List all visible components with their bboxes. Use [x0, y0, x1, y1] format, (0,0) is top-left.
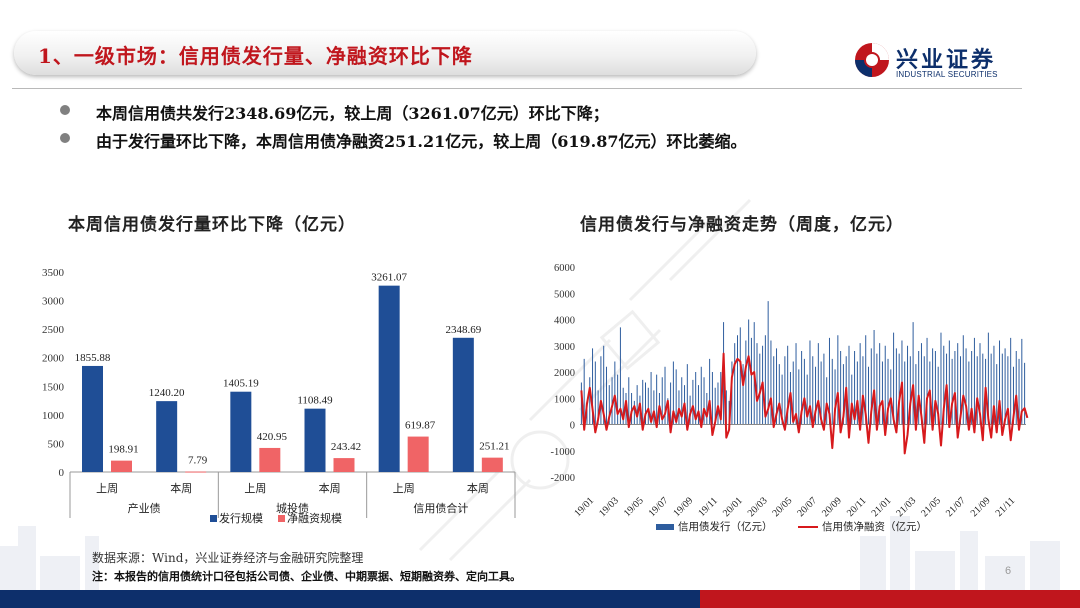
bar-value-label: 420.95 — [257, 431, 288, 443]
legend-swatch-issuance — [656, 524, 674, 530]
net-financing-bar — [407, 436, 429, 472]
x-tick-label: 20/05 — [771, 495, 795, 519]
bar-value-label: 3261.07 — [371, 272, 407, 284]
bar-value-label: 243.42 — [331, 441, 361, 453]
x-tick-label: 19/11 — [696, 495, 720, 519]
legend-label: 发行规模 — [219, 511, 263, 525]
group-label: 产业债 — [128, 501, 161, 515]
x-tick-label: 19/03 — [597, 495, 621, 519]
x-tick-label: 21/09 — [969, 495, 993, 519]
y-tick-label: 6000 — [554, 263, 575, 274]
bar-value-label: 1108.49 — [297, 395, 333, 407]
y-tick-label: 5000 — [554, 289, 575, 300]
bullet-dot-icon — [60, 133, 70, 143]
bar-value-label: 1855.88 — [75, 352, 111, 364]
weekly-issuance-bar-chart: 0 500 1000 1500 2000 2500 3000 3500 1855.88 198.9… — [42, 267, 516, 525]
issuance-bar — [156, 401, 178, 472]
x-category-label: 本周 — [467, 481, 489, 495]
y-tick-label: 2000 — [554, 368, 575, 379]
x-category-label: 上周 — [393, 482, 415, 495]
x-tick-label: 21/05 — [919, 495, 943, 519]
data-source: 数据来源：Wind，兴业证券经济与金融研究院整理 — [92, 551, 364, 565]
y-tick-label: 0 — [570, 421, 575, 432]
x-tick-label: 20/09 — [820, 495, 844, 519]
right-chart-title: 信用债发行与净融资走势（周度，亿元） — [580, 215, 904, 235]
bar-value-label: 1240.20 — [149, 387, 185, 399]
bullet-text: 本周信用债共发行2348.69亿元，较上周（3261.07亿元）环比下降； — [96, 104, 609, 123]
x-tick-label: 20/11 — [845, 495, 869, 519]
y-tick-label: 2000 — [42, 353, 65, 365]
group-label: 城投债 — [276, 501, 309, 515]
bar-value-label: 619.87 — [405, 420, 436, 432]
x-tick-label: 21/07 — [944, 495, 968, 519]
x-tick-label: 21/01 — [870, 495, 894, 519]
y-tick-label: -1000 — [551, 447, 576, 458]
x-tick-label: 20/07 — [795, 495, 819, 519]
logo-text-cn: 兴业证券 — [896, 47, 997, 73]
issuance-bar — [304, 408, 326, 472]
issuance-bar — [378, 285, 400, 472]
footer-bar-accent — [700, 590, 1080, 608]
footer-bar — [0, 590, 1080, 608]
legend-label: 净融资规模 — [287, 511, 342, 525]
net-financing-bar — [333, 458, 355, 472]
y-tick-label: 3000 — [42, 296, 65, 308]
company-logo: 兴业证券 INDUSTRIAL SECURITIES — [852, 40, 1032, 84]
net-financing-bar — [481, 457, 503, 472]
logo-mark-icon — [855, 43, 889, 77]
slide-title: 1、一级市场：信用债发行量、净融资环比下降 — [38, 44, 473, 68]
x-tick-label: 21/03 — [894, 495, 918, 519]
x-tick-label: 21/11 — [994, 495, 1018, 519]
x-category-label: 本周 — [319, 481, 341, 495]
x-tick-label: 19/05 — [622, 495, 646, 519]
y-tick-label: 1000 — [554, 394, 575, 405]
net-financing-bar — [111, 460, 132, 472]
y-tick-label: 3000 — [554, 342, 575, 353]
x-category-label: 上周 — [96, 482, 118, 495]
legend-swatch — [210, 515, 217, 522]
bar-value-label: 1405.19 — [223, 378, 259, 390]
issuance-bar — [230, 391, 252, 472]
x-category-label: 上周 — [244, 482, 266, 495]
net-financing-bar — [259, 447, 281, 472]
x-tick-label: 19/01 — [572, 495, 596, 519]
net-financing-bar — [185, 471, 207, 473]
footnote: 注：本报告的信用债统计口径包括公司债、企业债、中期票据、短期融资券、定向工具。 — [92, 570, 521, 583]
y-tick-label: 2500 — [42, 324, 65, 336]
legend-swatch — [278, 515, 285, 522]
y-tick-label: -2000 — [551, 473, 576, 484]
y-tick-label: 3500 — [42, 267, 65, 279]
bar-value-label: 251.21 — [479, 441, 509, 453]
slide-title-banner: 1、一级市场：信用债发行量、净融资环比下降 — [14, 31, 756, 75]
legend-label: 信用债发行（亿元） — [678, 520, 773, 533]
y-tick-label: 4000 — [554, 316, 575, 327]
bar-value-label: 198.91 — [108, 444, 138, 456]
y-tick-label: 1500 — [42, 381, 65, 393]
bar-value-label: 2348.69 — [445, 324, 481, 336]
issuance-trend-chart: -2000 -1000 0 1000 2000 3000 4000 5000 6000 19/01… — [551, 263, 1029, 533]
y-tick-label: 0 — [59, 467, 65, 479]
x-tick-label: 20/01 — [721, 495, 745, 519]
bar-value-label: 7.79 — [188, 455, 208, 467]
left-chart-title: 本周信用债发行量环比下降（亿元） — [68, 215, 356, 235]
bullet-text: 由于发行量环比下降，本周信用债净融资251.21亿元，较上周（619.87亿元）… — [96, 132, 747, 151]
y-tick-label: 1000 — [42, 410, 65, 422]
logo-text-en: INDUSTRIAL SECURITIES — [896, 70, 998, 79]
net-financing-line — [580, 352, 1029, 455]
y-tick-label: 500 — [48, 438, 65, 450]
bullet-dot-icon — [60, 105, 70, 115]
page-number: 6 — [1005, 565, 1012, 577]
header-divider — [12, 88, 1022, 89]
issuance-bar — [82, 365, 103, 472]
x-category-label: 本周 — [170, 481, 192, 495]
legend-label: 信用债净融资（亿元） — [822, 520, 927, 533]
x-tick-label: 19/07 — [647, 495, 671, 519]
x-tick-label: 20/03 — [746, 495, 770, 519]
group-label: 信用债合计 — [413, 501, 468, 515]
issuance-bar — [452, 337, 474, 472]
x-tick-label: 19/09 — [671, 495, 695, 519]
